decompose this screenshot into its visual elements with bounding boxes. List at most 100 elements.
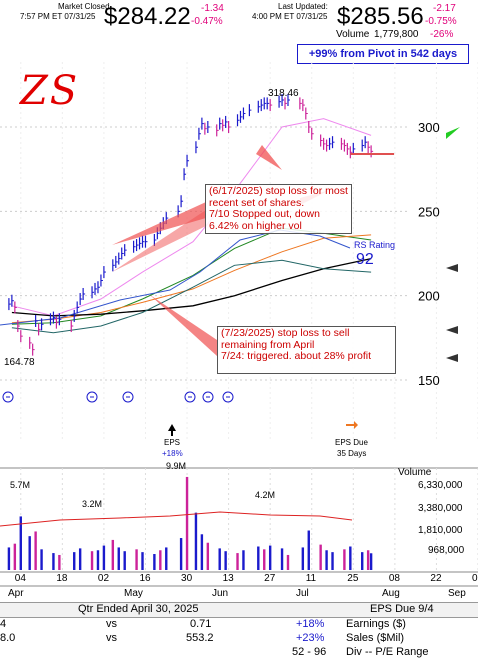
x-day-tick: 05 [472,573,478,584]
volume-bar [200,534,204,570]
volume-bar [268,545,272,570]
volume-bar [159,550,162,570]
eps-due-arrow [346,421,358,429]
volume-bar [331,552,334,570]
eps-value: +18% [162,449,183,458]
x-month-label: May [124,588,143,599]
volume-bar [13,543,17,570]
volume-bar [111,539,115,570]
note1-up-arrow [256,145,282,170]
note1-arrow [112,210,206,272]
volume-bar [307,530,310,570]
note1-line: (6/17/2025) stop loss for most [209,185,348,197]
volume-bar [361,552,364,570]
note1-line: recent set of shares. [209,196,305,209]
volume-bar [263,549,266,570]
x-day-tick: 22 [430,573,442,584]
volume-peak-label: 3.2M [82,499,103,509]
x-day-tick: 18 [56,573,68,584]
price-tick-label: 200 [418,289,440,304]
rs-rating-value: 92 [356,251,374,268]
x-day-tick: 13 [222,573,234,584]
level-marker [446,354,458,362]
earnings-current: 4 [0,618,7,630]
volume-bar [369,553,373,570]
price-bars [8,94,395,356]
volume-bar [141,552,144,570]
fundamentals-table: Qtr Ended April 30, 2025 EPS Due 9/4 4 v… [0,602,478,660]
x-day-tick: 16 [139,573,151,584]
right-price: $285.56 [337,3,424,30]
eps-due-days: 35 Days [337,449,367,458]
qtr-ended: Qtr Ended April 30, 2025 [78,603,199,615]
volume-bar [301,547,305,570]
moving-average-line [11,259,372,334]
high-label: 318.46 [268,88,299,99]
right-time: 4:00 PM ET 07/31/25 [252,12,328,21]
volume-peak-label: 9.9M [166,461,187,471]
price-axis-ticks: 150 200 250 300 [418,120,460,388]
moving-average-line [11,234,372,324]
price-tick-label: 250 [418,204,440,219]
vs-label: vs [106,618,117,630]
price-volume-chart: 150 200 250 300 [0,62,478,587]
volume-axis-tick: 1,810,000 [418,525,463,536]
volume-bar [58,554,61,570]
volume-axis-tick: 3,380,000 [418,503,463,514]
x-month-label: Jul [296,588,309,599]
volume-axis-tick: 968,000 [428,545,465,556]
volume-bar [102,545,106,570]
volume-bar [343,549,346,570]
volume-bar [28,536,31,570]
moving-average-line [11,118,372,317]
eps-due-label: EPS Due [335,438,368,447]
volume-bar [257,546,260,570]
moving-averages [0,118,372,334]
sales-current: 8.0 [0,632,16,644]
pe-range: 52 - 96 [292,646,327,658]
volume-bar [117,547,120,570]
volume-bar [19,516,22,570]
volume-bar [34,531,37,570]
x-day-tick: 02 [97,573,110,584]
note2-line: remaining from April [221,338,315,351]
eps-arrow [168,424,176,431]
x-day-tick: 11 [305,573,317,584]
volume-bar [90,551,94,570]
volume-bar [73,552,76,570]
volume-bar [218,548,221,570]
volume-bar [224,551,227,570]
volume-label: Volume [336,29,370,40]
volume-bar [319,544,322,570]
left-change: -1.34 [201,3,224,14]
volume-bar [153,554,156,570]
volume-bar [206,542,210,570]
x-month-label: Jun [212,588,229,599]
volume-bar [280,548,284,570]
right-change-pct: -0.75% [425,16,457,27]
level-marker [446,264,458,272]
pe-label: Div -- P/E Range [346,646,429,658]
rs-line [0,229,351,326]
note1-line: 6.42% on higher vol [209,219,302,232]
left-change-pct: -0.47% [191,16,223,27]
x-month-label: Apr [8,588,24,599]
left-time: 7:57 PM ET 07/31/25 [20,12,96,21]
left-price: $284.22 [104,3,191,30]
sales-change: +23% [296,632,325,644]
eps-due-date: EPS Due 9/4 [370,603,434,615]
right-status: Last Updated: [278,2,328,11]
right-change: -2.17 [433,3,456,14]
volume-bar [179,538,183,570]
volume-axis-tick: 6,330,000 [418,480,463,491]
note1-line: 7/10 Stopped out, down [209,208,320,220]
volume-bar [325,550,328,570]
volume-bar [96,550,100,570]
volume-bar [78,548,82,570]
note2-line: (7/23/2025) stop loss to sell [221,327,350,339]
level-marker [446,326,458,334]
volume-bar [123,551,126,570]
volume-bar [52,553,55,570]
price-tick-label: 150 [418,373,440,388]
x-day-tick: 04 [14,573,26,584]
